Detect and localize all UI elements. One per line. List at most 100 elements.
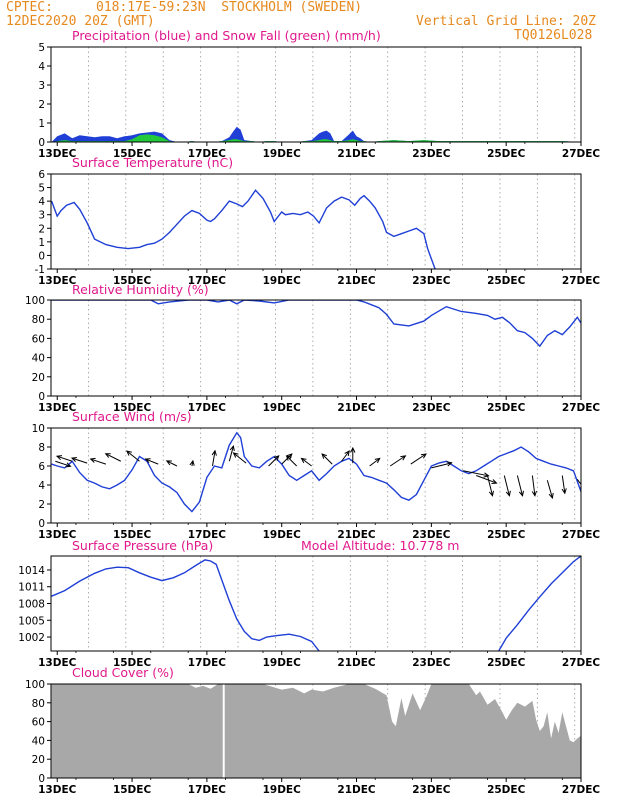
wind-arrow-head: [89, 457, 96, 463]
model-altitude: Model Altitude: 10.778 m: [301, 538, 459, 553]
y-tick-label: 20: [32, 754, 45, 766]
panel-title: Relative Humidity (%): [72, 282, 209, 297]
panel-data: [51, 126, 581, 142]
wind-arrow: [561, 475, 566, 494]
panel-title: Surface Wind (m/s): [72, 409, 192, 424]
wind-arrow-head: [374, 457, 381, 464]
y-tick-label: 1005: [18, 615, 45, 627]
wind-arrow: [126, 450, 140, 462]
wind-arrow: [71, 457, 88, 464]
wind-arrow: [341, 450, 350, 462]
y-tick-label: 1011: [18, 582, 45, 594]
x-tick-label: 23DEC: [412, 148, 451, 160]
wind-arrow: [145, 458, 159, 465]
wind-arrow: [546, 480, 553, 499]
x-tick-label: 21DEC: [337, 148, 376, 160]
x-tick-label: 13DEC: [38, 148, 77, 160]
panel-frame: [50, 683, 582, 779]
panel-frame: [50, 427, 582, 524]
wind-arrow: [486, 475, 494, 496]
header-location: 018:17E-59:23N STOCKHOLM (SWEDEN): [96, 0, 363, 15]
y-tick-label: 1014: [18, 565, 45, 577]
wind-arrow-head: [273, 455, 280, 461]
wind-arrow-head: [420, 453, 427, 459]
y-tick-label: 80: [32, 314, 45, 326]
wind-arrow-head: [548, 492, 554, 500]
wind-arrow-head: [483, 472, 490, 478]
precipitation-area: [51, 126, 581, 142]
x-tick-label: 19DEC: [263, 148, 302, 160]
panel-frame: [50, 173, 582, 270]
panel-frame: [50, 299, 582, 397]
y-tick-label: 6: [38, 461, 45, 473]
x-tick-label: 27DEC: [562, 657, 601, 669]
snowfall-area: [51, 134, 581, 142]
y-tick-label: 0: [38, 250, 45, 262]
wind-arrow: [410, 453, 427, 465]
x-tick-label: 19DEC: [263, 529, 302, 541]
panel-data: [51, 300, 581, 348]
cloud-cover-area: [51, 684, 581, 778]
y-tick-label: 1002: [18, 632, 45, 644]
panel-data: [51, 684, 581, 778]
y-tick-label: -1: [35, 264, 45, 276]
wind-arrow: [431, 462, 452, 469]
wind-arrow-head: [321, 453, 327, 459]
y-tick-label: 60: [32, 333, 45, 345]
x-tick-label: 25DEC: [487, 657, 526, 669]
x-tick-label: 17DEC: [188, 148, 227, 160]
header-grid-note: Vertical Grid Line: 20Z: [416, 14, 597, 29]
wind-arrow: [212, 450, 216, 467]
y-tick-label: 5: [38, 183, 45, 195]
y-tick-label: 10: [32, 423, 45, 435]
y-tick-label: 0: [38, 391, 45, 403]
series-line: [51, 559, 320, 651]
y-tick-label: 60: [32, 717, 45, 729]
x-tick-label: 17DEC: [188, 657, 227, 669]
panel-5: Surface Pressure (hPa) Model Altitude: 10…: [18, 538, 600, 669]
x-tick-label: 25DEC: [487, 275, 526, 287]
y-tick-label: 100: [25, 295, 45, 307]
y-tick-label: 20: [32, 372, 45, 384]
x-tick-label: 25DEC: [487, 784, 526, 796]
wind-arrow-head: [126, 450, 132, 456]
x-tick-label: 21DEC: [337, 529, 376, 541]
wind-arrow: [286, 455, 298, 467]
x-tick-label: 27DEC: [562, 148, 601, 160]
x-tick-label: 19DEC: [263, 784, 302, 796]
y-tick-label: 5: [38, 42, 45, 54]
x-tick-label: 25DEC: [487, 402, 526, 414]
x-tick-label: 13DEC: [38, 529, 77, 541]
y-tick-label: 2: [38, 99, 45, 111]
x-tick-label: 15DEC: [113, 402, 152, 414]
wind-arrow: [166, 460, 178, 467]
y-tick-label: 1008: [18, 599, 45, 611]
header-code: TQ0126L028: [514, 28, 593, 43]
y-tick-label: 4: [38, 196, 45, 208]
wind-arrow: [476, 475, 497, 484]
x-tick-label: 17DEC: [188, 529, 227, 541]
y-tick-label: 3: [38, 80, 45, 92]
y-tick-label: 3: [38, 210, 45, 222]
y-tick-label: 2: [38, 223, 45, 235]
wind-arrow-head: [491, 479, 498, 484]
wind-arrow: [516, 475, 523, 496]
wind-arrow: [105, 453, 122, 462]
wind-arrow-head: [400, 455, 407, 461]
wind-arrow-head: [446, 461, 453, 467]
x-tick-label: 21DEC: [337, 402, 376, 414]
x-tick-label: 25DEC: [487, 529, 526, 541]
y-tick-label: 0: [38, 773, 45, 785]
y-tick-label: 40: [32, 353, 45, 365]
x-tick-label: 13DEC: [38, 275, 77, 287]
header-datetime: 12DEC2020 20Z (GMT): [6, 14, 155, 29]
x-tick-label: 21DEC: [337, 784, 376, 796]
panel-frame: [50, 46, 582, 143]
wind-arrow: [503, 475, 510, 496]
panel-3: Relative Humidity (%) 0 20 40 60 80 100 13DEC 15…: [25, 282, 600, 414]
wind-arrow-head: [561, 488, 567, 495]
x-tick-label: 15DEC: [113, 148, 152, 160]
x-tick-label: 13DEC: [38, 784, 77, 796]
x-tick-label: 23DEC: [412, 529, 451, 541]
